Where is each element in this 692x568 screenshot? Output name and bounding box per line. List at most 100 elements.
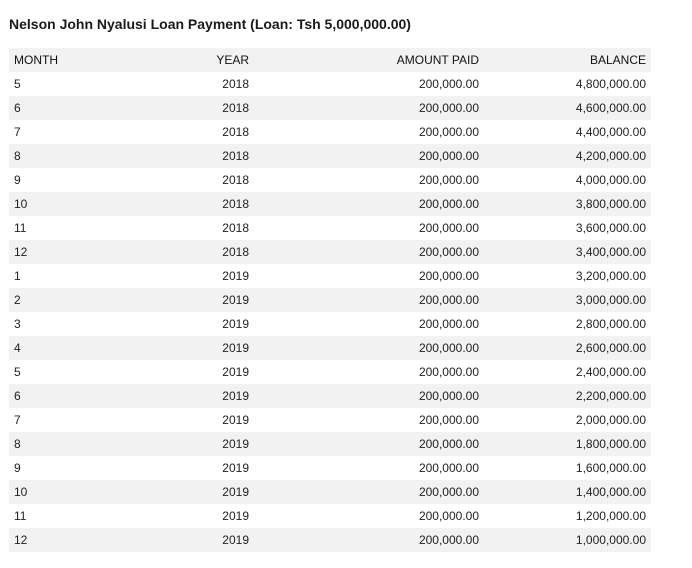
cell-balance: 2,200,000.00 xyxy=(575,389,646,403)
table-row: 10 2019 200,000.00 1,400,000.00 xyxy=(9,480,651,504)
cell-month: 5 xyxy=(14,365,21,379)
cell-amount-paid: 200,000.00 xyxy=(418,197,479,211)
cell-month: 6 xyxy=(14,389,21,403)
cell-balance: 2,400,000.00 xyxy=(575,365,646,379)
table-row: 12 2018 200,000.00 3,400,000.00 xyxy=(9,240,651,264)
cell-balance: 4,800,000.00 xyxy=(575,77,646,91)
table-row: 6 2018 200,000.00 4,600,000.00 xyxy=(9,96,651,120)
column-header-month: MONTH xyxy=(14,53,58,67)
cell-year: 2019 xyxy=(222,293,249,307)
cell-month: 6 xyxy=(14,101,21,115)
cell-month: 7 xyxy=(14,125,21,139)
cell-amount-paid: 200,000.00 xyxy=(418,341,479,355)
cell-year: 2019 xyxy=(222,341,249,355)
cell-balance: 2,600,000.00 xyxy=(575,341,646,355)
cell-amount-paid: 200,000.00 xyxy=(418,485,479,499)
cell-amount-paid: 200,000.00 xyxy=(418,293,479,307)
cell-year: 2019 xyxy=(222,533,249,547)
cell-month: 9 xyxy=(14,173,21,187)
cell-month: 3 xyxy=(14,317,21,331)
cell-balance: 3,800,000.00 xyxy=(575,197,646,211)
cell-balance: 3,600,000.00 xyxy=(575,221,646,235)
cell-year: 2018 xyxy=(222,149,249,163)
cell-balance: 3,000,000.00 xyxy=(575,293,646,307)
table-header: MONTH YEAR AMOUNT PAID BALANCE xyxy=(9,48,651,72)
cell-year: 2018 xyxy=(222,77,249,91)
table-row: 9 2018 200,000.00 4,000,000.00 xyxy=(9,168,651,192)
cell-amount-paid: 200,000.00 xyxy=(418,533,479,547)
column-header-balance: BALANCE xyxy=(589,53,646,67)
cell-balance: 3,400,000.00 xyxy=(575,245,646,259)
cell-balance: 1,800,000.00 xyxy=(575,437,646,451)
table-row: 12 2019 200,000.00 1,000,000.00 xyxy=(9,528,651,552)
cell-balance: 2,000,000.00 xyxy=(575,413,646,427)
table-row: 5 2019 200,000.00 2,400,000.00 xyxy=(9,360,651,384)
table-row: 11 2019 200,000.00 1,200,000.00 xyxy=(9,504,651,528)
column-header-year: YEAR xyxy=(216,53,249,67)
cell-amount-paid: 200,000.00 xyxy=(418,269,479,283)
cell-year: 2018 xyxy=(222,173,249,187)
cell-month: 11 xyxy=(14,221,27,235)
table-row: 7 2018 200,000.00 4,400,000.00 xyxy=(9,120,651,144)
table-body: 5 2018 200,000.00 4,800,000.00 6 2018 200,000.… xyxy=(9,72,651,552)
cell-month: 11 xyxy=(14,509,27,523)
table-row: 4 2019 200,000.00 2,600,000.00 xyxy=(9,336,651,360)
cell-year: 2019 xyxy=(222,437,249,451)
cell-month: 8 xyxy=(14,437,21,451)
cell-amount-paid: 200,000.00 xyxy=(418,125,479,139)
cell-month: 12 xyxy=(14,245,28,259)
cell-balance: 1,600,000.00 xyxy=(575,461,646,475)
cell-amount-paid: 200,000.00 xyxy=(418,437,479,451)
cell-balance: 3,200,000.00 xyxy=(575,269,646,283)
header-row: MONTH YEAR AMOUNT PAID BALANCE xyxy=(9,48,651,72)
cell-year: 2019 xyxy=(222,269,249,283)
cell-year: 2019 xyxy=(222,389,249,403)
cell-month: 5 xyxy=(14,77,21,91)
page-title: Nelson John Nyalusi Loan Payment (Loan: … xyxy=(9,16,411,32)
cell-year: 2018 xyxy=(222,245,249,259)
cell-balance: 4,600,000.00 xyxy=(575,101,646,115)
cell-balance: 1,200,000.00 xyxy=(575,509,646,523)
cell-amount-paid: 200,000.00 xyxy=(418,245,479,259)
cell-amount-paid: 200,000.00 xyxy=(418,149,479,163)
cell-year: 2018 xyxy=(222,125,249,139)
cell-year: 2018 xyxy=(222,221,249,235)
cell-amount-paid: 200,000.00 xyxy=(418,101,479,115)
table-row: 6 2019 200,000.00 2,200,000.00 xyxy=(9,384,651,408)
cell-balance: 1,400,000.00 xyxy=(575,485,646,499)
cell-balance: 4,200,000.00 xyxy=(575,149,646,163)
cell-month: 1 xyxy=(14,269,21,283)
cell-month: 10 xyxy=(14,485,28,499)
cell-amount-paid: 200,000.00 xyxy=(418,77,479,91)
loan-payment-table: MONTH YEAR AMOUNT PAID BALANCE 5 2018 200,… xyxy=(9,48,651,552)
table-row: 5 2018 200,000.00 4,800,000.00 xyxy=(9,72,651,96)
table-row: 2 2019 200,000.00 3,000,000.00 xyxy=(9,288,651,312)
cell-year: 2019 xyxy=(222,413,249,427)
cell-amount-paid: 200,000.00 xyxy=(418,413,479,427)
column-header-amount-paid: AMOUNT PAID xyxy=(396,53,479,67)
cell-year: 2018 xyxy=(222,197,249,211)
cell-month: 4 xyxy=(14,341,21,355)
cell-year: 2018 xyxy=(222,101,249,115)
table-row: 8 2019 200,000.00 1,800,000.00 xyxy=(9,432,651,456)
cell-month: 10 xyxy=(14,197,28,211)
cell-amount-paid: 200,000.00 xyxy=(418,317,479,331)
cell-year: 2019 xyxy=(222,509,249,523)
cell-balance: 1,000,000.00 xyxy=(575,533,646,547)
cell-month: 12 xyxy=(14,533,28,547)
cell-amount-paid: 200,000.00 xyxy=(418,173,479,187)
table-row: 7 2019 200,000.00 2,000,000.00 xyxy=(9,408,651,432)
cell-balance: 4,000,000.00 xyxy=(575,173,646,187)
cell-year: 2019 xyxy=(222,461,249,475)
table-row: 9 2019 200,000.00 1,600,000.00 xyxy=(9,456,651,480)
table-row: 8 2018 200,000.00 4,200,000.00 xyxy=(9,144,651,168)
cell-month: 9 xyxy=(14,461,21,475)
cell-month: 8 xyxy=(14,149,21,163)
cell-amount-paid: 200,000.00 xyxy=(418,509,479,523)
table-row: 10 2018 200,000.00 3,800,000.00 xyxy=(9,192,651,216)
cell-balance: 2,800,000.00 xyxy=(575,317,646,331)
cell-amount-paid: 200,000.00 xyxy=(418,389,479,403)
cell-month: 2 xyxy=(14,293,21,307)
cell-year: 2019 xyxy=(222,365,249,379)
cell-amount-paid: 200,000.00 xyxy=(418,461,479,475)
